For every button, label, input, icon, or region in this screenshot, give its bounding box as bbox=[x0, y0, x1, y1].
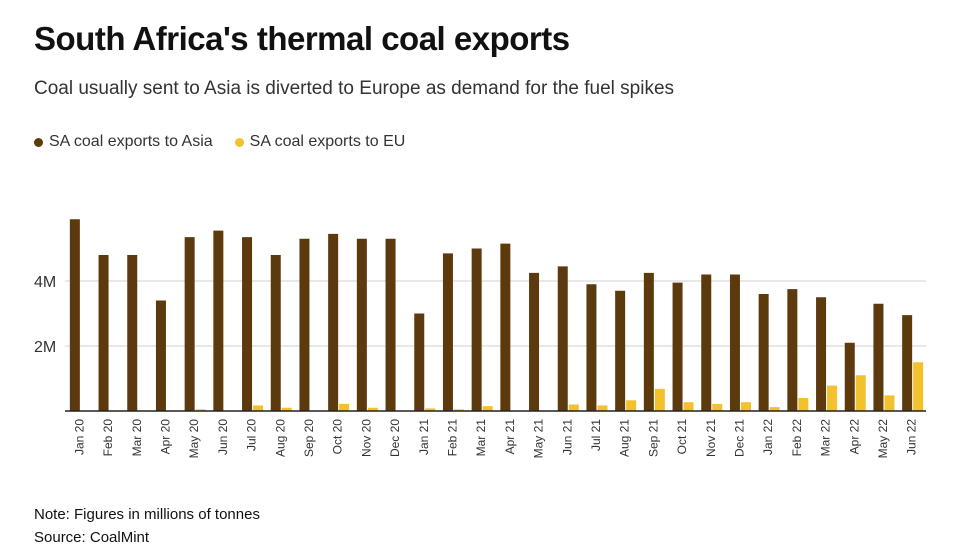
chart-subtitle: Coal usually sent to Asia is diverted to… bbox=[34, 78, 675, 99]
bar-asia-20 bbox=[643, 272, 654, 411]
bar-eu-29 bbox=[913, 362, 924, 411]
legend-item-asia: SA coal exports to Asia bbox=[34, 133, 213, 151]
bar-eu-28 bbox=[884, 395, 895, 411]
x-tick-label-27: Apr 22 bbox=[847, 419, 861, 455]
bar-eu-10 bbox=[367, 407, 378, 411]
x-tick-label-28: May 22 bbox=[876, 419, 890, 459]
bar-asia-17 bbox=[557, 266, 568, 411]
x-tick-label-1: Feb 20 bbox=[101, 419, 115, 457]
x-tick-label-26: Mar 22 bbox=[819, 419, 833, 457]
bar-asia-15 bbox=[500, 243, 511, 411]
x-tick-label-29: Jun 22 bbox=[905, 419, 919, 455]
x-tick-label-18: Jul 21 bbox=[589, 419, 603, 451]
x-tick-label-0: Jan 20 bbox=[72, 419, 86, 455]
x-tick-label-10: Nov 20 bbox=[359, 419, 373, 457]
bar-asia-8 bbox=[299, 238, 310, 411]
footer-source: Source: CoalMint bbox=[34, 529, 150, 546]
x-tick-label-21: Oct 21 bbox=[675, 419, 689, 455]
bar-eu-7 bbox=[281, 407, 292, 411]
x-tick-label-9: Oct 20 bbox=[331, 419, 345, 455]
x-tick-label-4: May 20 bbox=[187, 419, 201, 459]
chart-title: South Africa's thermal coal exports bbox=[34, 20, 570, 57]
x-tick-label-25: Feb 22 bbox=[790, 419, 804, 457]
bar-asia-27 bbox=[844, 342, 855, 411]
bar-eu-9 bbox=[339, 403, 350, 411]
legend-item-eu: SA coal exports to EU bbox=[234, 133, 406, 151]
bar-asia-21 bbox=[672, 282, 683, 411]
x-tick-label-8: Sep 20 bbox=[302, 419, 316, 457]
x-tick-label-15: Apr 21 bbox=[503, 419, 517, 455]
footer: Note: Figures in millions of tonnes Sour… bbox=[34, 503, 260, 549]
bar-asia-19 bbox=[615, 290, 626, 411]
x-tick-label-7: Aug 20 bbox=[273, 419, 287, 457]
bar-asia-0 bbox=[69, 219, 80, 411]
bar-asia-4 bbox=[184, 237, 195, 411]
legend: SA coal exports to Asia SA coal exports … bbox=[34, 133, 405, 151]
x-tick-label-14: Mar 21 bbox=[474, 419, 488, 457]
bar-eu-21 bbox=[683, 402, 694, 411]
x-tick-label-13: Feb 21 bbox=[445, 419, 459, 457]
bar-asia-11 bbox=[385, 238, 396, 411]
y-tick-label-0: 2M bbox=[34, 339, 56, 356]
bar-asia-12 bbox=[414, 313, 425, 411]
x-tick-label-5: Jun 20 bbox=[216, 419, 230, 455]
bar-asia-6 bbox=[242, 237, 253, 411]
legend-label-asia: SA coal exports to Asia bbox=[49, 133, 213, 150]
x-tick-label-22: Nov 21 bbox=[704, 419, 718, 457]
bar-eu-12 bbox=[425, 408, 436, 411]
y-tick-label-1: 4M bbox=[34, 274, 56, 291]
x-tick-label-24: Jan 22 bbox=[761, 419, 775, 455]
x-tick-label-2: Mar 20 bbox=[130, 419, 144, 457]
bar-eu-4 bbox=[195, 409, 206, 411]
bar-asia-1 bbox=[98, 255, 109, 411]
bar-asia-23 bbox=[729, 274, 740, 411]
x-tick-label-20: Sep 21 bbox=[646, 419, 660, 457]
bar-asia-29 bbox=[902, 315, 913, 411]
bar-asia-28 bbox=[873, 303, 884, 411]
bar-eu-22 bbox=[712, 403, 723, 411]
x-tick-label-19: Aug 21 bbox=[618, 419, 632, 457]
bar-eu-19 bbox=[626, 400, 637, 411]
bar-eu-14 bbox=[482, 406, 493, 411]
bar-eu-24 bbox=[769, 407, 780, 411]
bar-eu-6 bbox=[253, 405, 264, 411]
bar-asia-16 bbox=[529, 272, 540, 411]
bar-eu-27 bbox=[855, 375, 866, 411]
bar-asia-9 bbox=[328, 233, 339, 411]
legend-swatch-asia bbox=[34, 137, 43, 147]
x-tick-label-11: Dec 20 bbox=[388, 419, 402, 457]
bar-asia-14 bbox=[471, 248, 482, 411]
legend-label-eu: SA coal exports to EU bbox=[249, 133, 406, 150]
bar-eu-26 bbox=[827, 385, 838, 411]
footer-note: Note: Figures in millions of tonnes bbox=[34, 506, 260, 523]
bar-asia-5 bbox=[213, 230, 224, 411]
bar-asia-22 bbox=[701, 274, 712, 411]
bar-asia-18 bbox=[586, 284, 597, 411]
bar-eu-25 bbox=[798, 398, 809, 411]
bar-asia-26 bbox=[816, 297, 827, 411]
x-tick-label-12: Jan 21 bbox=[417, 419, 431, 455]
legend-swatch-eu bbox=[234, 137, 244, 147]
bar-eu-17 bbox=[568, 404, 579, 411]
bar-asia-13 bbox=[442, 253, 453, 411]
x-tick-label-3: Apr 20 bbox=[158, 419, 172, 455]
x-tick-label-17: Jun 21 bbox=[560, 419, 574, 455]
bar-chart: 2M 4M Jan 20 Feb 20 Mar 20 Apr 20 May 20 Jun 20… bbox=[34, 219, 926, 459]
bar-asia-24 bbox=[758, 294, 769, 411]
bar-asia-3 bbox=[155, 300, 166, 411]
bar-eu-13 bbox=[453, 409, 464, 411]
bar-asia-25 bbox=[787, 289, 798, 411]
bar-eu-20 bbox=[654, 388, 665, 411]
bar-asia-10 bbox=[356, 238, 367, 411]
bar-eu-18 bbox=[597, 405, 608, 411]
x-tick-label-6: Jul 20 bbox=[245, 419, 259, 451]
x-tick-label-23: Dec 21 bbox=[732, 419, 746, 457]
bar-eu-23 bbox=[740, 402, 751, 411]
bar-asia-2 bbox=[127, 255, 138, 411]
x-tick-label-16: May 21 bbox=[532, 419, 546, 459]
bar-asia-7 bbox=[270, 255, 281, 411]
